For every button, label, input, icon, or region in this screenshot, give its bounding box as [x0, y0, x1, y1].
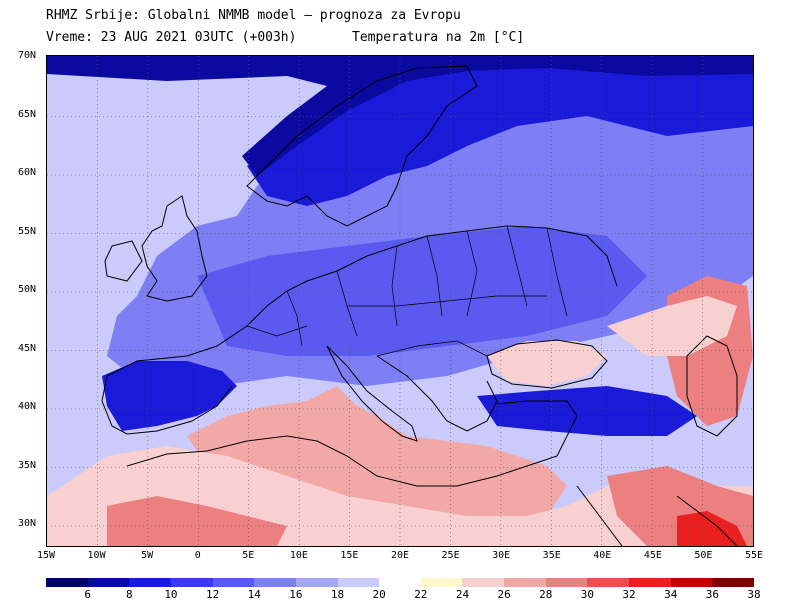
longitude-label: 50E: [694, 550, 713, 561]
coastline-balkans: [376, 355, 498, 432]
legend-swatch: [587, 578, 630, 587]
coastline-continent: [106, 225, 618, 377]
legend-label: 34: [664, 588, 678, 601]
coastline-levant: [496, 400, 578, 457]
legend-label: 28: [539, 588, 553, 601]
legend-swatch: [87, 578, 130, 587]
central-europe-field: [197, 226, 647, 356]
anatolia-field: [477, 386, 697, 436]
map-title: RHMZ Srbije: Globalni NMMB model – progn…: [46, 8, 461, 23]
latitude-label: 70N: [18, 50, 37, 61]
legend-swatch: [670, 578, 713, 587]
legend-swatch: [462, 578, 505, 587]
mediterranean-field: [187, 386, 567, 526]
legend-label: 18: [330, 588, 345, 601]
legend-swatch: [254, 578, 297, 587]
legend-swatch: [212, 578, 255, 587]
temperature-map: [46, 55, 754, 547]
coastline-black-sea: [486, 339, 608, 389]
legend-label: 26: [497, 588, 511, 601]
black-sea-field: [487, 341, 607, 386]
iberia-field: [102, 361, 237, 431]
legend-swatch: [170, 578, 214, 587]
coastline-iberia: [101, 375, 233, 435]
longitude-label: 35E: [542, 550, 561, 561]
legend-label: 16: [289, 588, 303, 601]
legend-swatch: [46, 578, 89, 587]
legend-label: 24: [455, 588, 470, 601]
coastline-red-sea: [576, 485, 623, 546]
country-borders: [246, 225, 568, 357]
latitude-label: 35N: [18, 459, 37, 471]
latitude-label: 40N: [18, 401, 37, 412]
coastline-uk: [141, 195, 208, 302]
latitude-label: 30N: [18, 518, 37, 529]
forecast-time: Vreme: 23 AUG 2021 03UTC (+003h): [46, 30, 297, 45]
graticule: [47, 56, 753, 546]
map-canvas: [47, 56, 753, 546]
legend-swatch: [629, 578, 672, 587]
legend-swatch: [379, 578, 422, 587]
legend-label: 20: [372, 588, 386, 601]
legend-swatch: [129, 578, 172, 587]
legend-swatch: [545, 578, 588, 587]
legend-label: 38: [747, 588, 761, 601]
legend-swatch: [712, 578, 755, 587]
longitude-label: 10W: [87, 550, 106, 561]
legend-swatch: [295, 578, 339, 587]
color-legend: [46, 578, 755, 587]
longitude-label: 15W: [36, 550, 56, 561]
coastline-scandinavia: [246, 65, 478, 227]
longitude-label: 25E: [441, 550, 460, 561]
legend-swatch: [420, 578, 463, 587]
legend-label: 12: [205, 588, 220, 601]
legend-label: 36: [705, 588, 719, 601]
longitude-label: 5E: [242, 550, 255, 561]
latitude-label: 65N: [18, 108, 37, 120]
variable-label: Temperatura na 2m [°C]: [352, 30, 525, 45]
longitude-label: 45E: [643, 550, 662, 561]
longitude-label: 15E: [340, 550, 359, 561]
latitude-label: 50N: [18, 284, 37, 295]
longitude-label: 10E: [289, 550, 308, 561]
legend-swatch: [504, 578, 547, 587]
legend-label: 30: [580, 588, 595, 601]
longitude-label: 20E: [390, 550, 410, 561]
longitude-label: 5W: [141, 550, 154, 561]
coastline-italy: [326, 345, 418, 442]
longitude-label: 0: [194, 550, 201, 561]
latitude-label: 60N: [18, 167, 37, 178]
latitude-label: 45N: [18, 342, 37, 354]
legend-swatch: [337, 578, 380, 587]
longitude-label: 30E: [492, 550, 511, 561]
legend-label: 10: [164, 588, 178, 601]
legend-label: 8: [125, 588, 133, 601]
coastline-gulf: [676, 495, 738, 546]
latitude-label: 55N: [18, 225, 37, 237]
legend-label: 6: [84, 588, 91, 601]
coastline-north-africa: [126, 435, 558, 487]
sahara-field: [107, 496, 287, 546]
east-steppe-field: [607, 296, 737, 356]
coastline-ireland: [104, 240, 143, 282]
gulf-field: [677, 511, 747, 546]
legend-label: 14: [247, 588, 261, 601]
legend-label: 22: [414, 588, 428, 601]
longitude-label: 40E: [593, 550, 612, 561]
legend-label: 32: [622, 588, 636, 601]
coastline-caspian: [686, 335, 738, 437]
longitude-label: 55E: [744, 550, 764, 561]
